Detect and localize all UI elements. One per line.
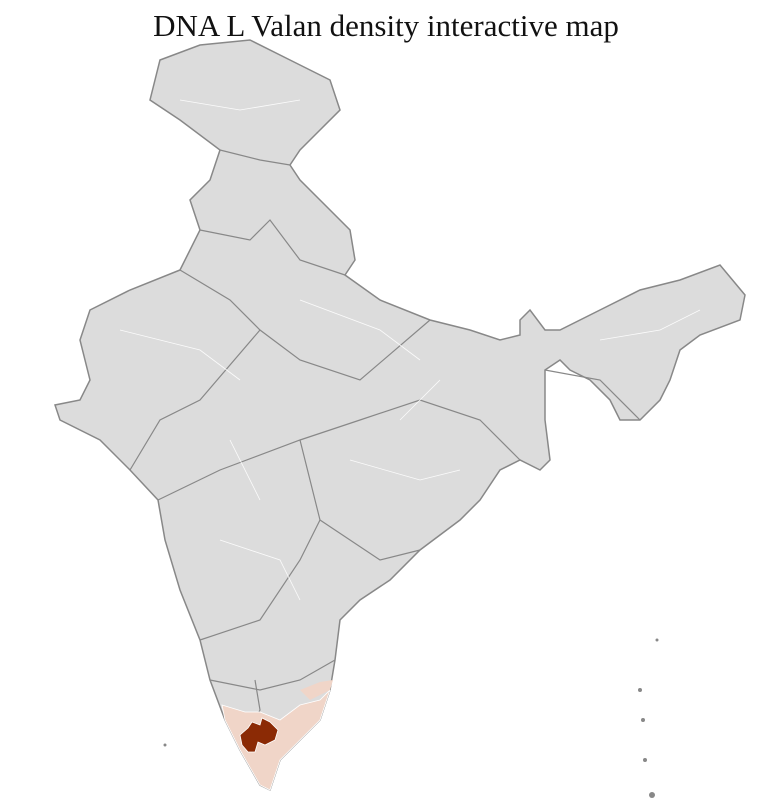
- india-outline[interactable]: [54, 39, 746, 792]
- district-borders: [119, 99, 701, 601]
- map-title: DNA L Valan density interactive map: [153, 8, 619, 43]
- high-density-districts[interactable]: [239, 717, 279, 753]
- low-density-districts-north[interactable]: [300, 680, 333, 700]
- island-markers: [163, 638, 659, 798]
- low-density-districts[interactable]: [221, 689, 331, 791]
